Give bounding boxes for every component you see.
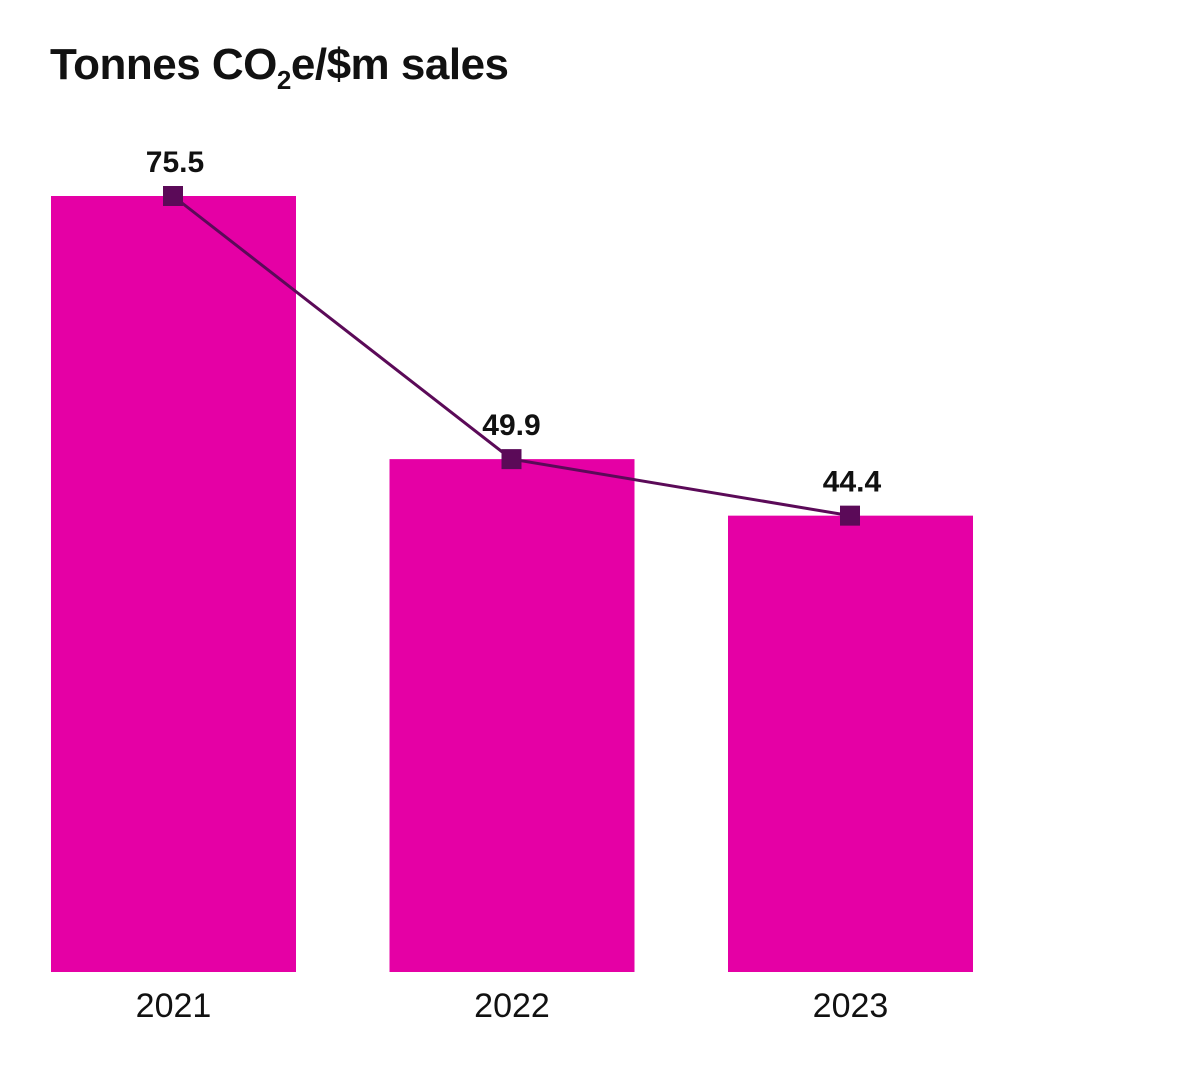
x-tick-label-2022: 2022 [474, 987, 550, 1025]
title-text-rest: e/$m sales [290, 40, 509, 89]
line-marker-2022 [501, 449, 522, 470]
data-label-2021: 75.5 [146, 146, 204, 179]
x-tick-label-2023: 2023 [813, 987, 889, 1025]
bar-2021 [51, 196, 296, 972]
chart-title: Tonnes CO2e/$m sales [50, 40, 509, 93]
bars-layer [51, 196, 973, 972]
x-tick-label-2021: 2021 [136, 987, 212, 1025]
markers-layer [163, 186, 860, 526]
data-labels-layer: 75.5 49.9 44.4 [146, 146, 882, 499]
bar-2023 [728, 515, 973, 972]
line-marker-2021 [163, 186, 183, 206]
data-label-2023: 44.4 [823, 466, 882, 499]
bar-2022 [389, 459, 635, 972]
line-marker-2023 [840, 505, 860, 526]
x-axis-ticks-layer: 2021 2022 2023 [136, 987, 889, 1025]
data-label-2022: 49.9 [482, 409, 540, 442]
title-text-main: Tonnes CO [50, 40, 277, 89]
title-subscript: 2 [276, 65, 291, 95]
